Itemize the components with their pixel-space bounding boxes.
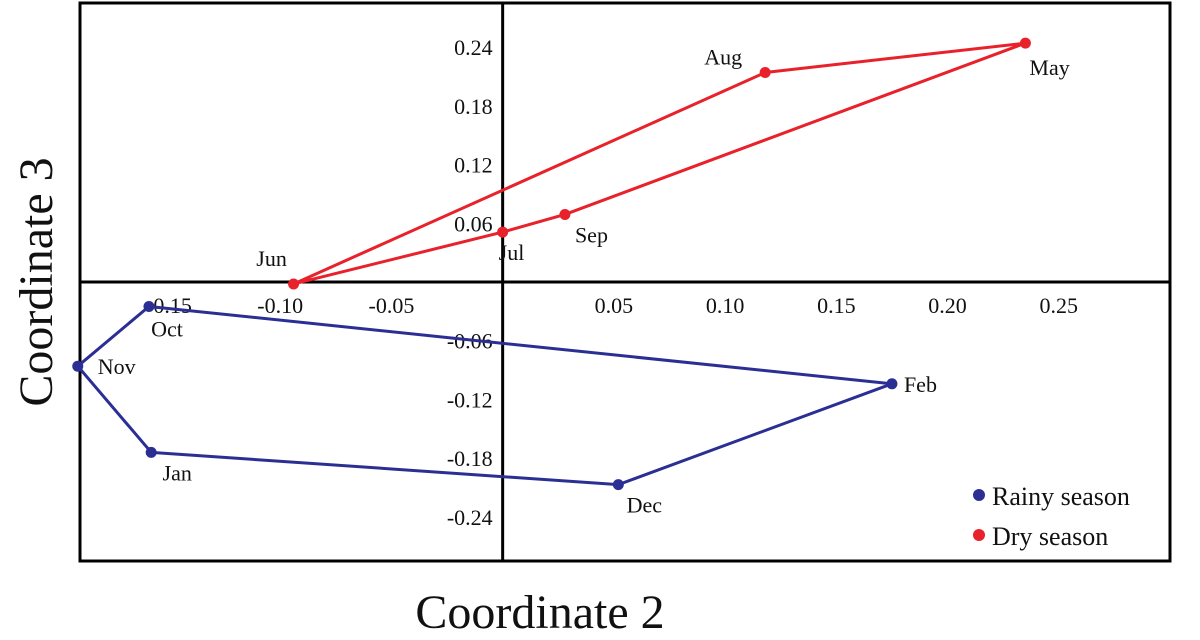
y-tick-label: 0.24: [454, 35, 493, 60]
series-layer: Oct Feb Dec Jan Nov Jun Aug May Sep Jul: [72, 37, 1070, 518]
series-dry-season: Jun Aug May Sep Jul: [256, 37, 1070, 290]
y-tick-label: 0.18: [454, 94, 493, 119]
x-tick-label: 0.20: [928, 293, 967, 318]
legend-marker: [973, 529, 985, 541]
legend-label: Rainy season: [992, 482, 1130, 511]
point-label-feb: Feb: [904, 372, 937, 397]
data-point-sep: [559, 208, 571, 220]
legend-label: Dry season: [992, 522, 1108, 551]
data-point-feb: [886, 378, 898, 390]
data-point-nov: [72, 360, 84, 372]
legend: Rainy season Dry season: [973, 482, 1130, 551]
point-label-oct: Oct: [151, 316, 183, 341]
series-line: [76, 304, 894, 487]
x-axis-title: Coordinate 2: [415, 586, 664, 639]
x-tick-label: 0.10: [706, 293, 745, 318]
y-tick-label: 0.12: [454, 153, 493, 178]
data-point-oct: [143, 300, 155, 312]
series-rainy-season: Oct Feb Dec Jan Nov: [72, 300, 937, 518]
data-point-aug: [759, 67, 771, 79]
series-line: [292, 41, 1027, 286]
data-point-jun: [288, 278, 300, 290]
x-tick-label: 0.25: [1040, 293, 1079, 318]
point-label-dec: Dec: [627, 493, 663, 518]
data-point-jan: [145, 446, 157, 458]
x-tick-labels: -0.15 -0.10 -0.05 0.05 0.10 0.15 0.20 0.25: [146, 293, 1078, 318]
y-tick-label: -0.24: [447, 505, 493, 530]
data-point-dec: [612, 479, 624, 491]
axes: [80, 3, 1170, 561]
point-label-aug: Aug: [704, 45, 742, 70]
y-tick-labels: 0.240.180.120.06-0.06-0.12-0.18-0.24: [447, 35, 493, 530]
data-point-may: [1019, 37, 1031, 49]
point-label-jan: Jan: [163, 460, 192, 485]
x-tick-label: -0.05: [369, 293, 415, 318]
x-tick-label: -0.10: [257, 293, 303, 318]
y-axis-title: Coordinate 3: [10, 157, 63, 406]
legend-marker: [973, 489, 985, 501]
point-label-may: May: [1029, 55, 1069, 80]
point-label-jul: Jul: [499, 240, 525, 265]
y-tick-label: -0.12: [447, 387, 493, 412]
data-point-jul: [497, 226, 509, 238]
x-tick-label: 0.05: [595, 293, 634, 318]
y-tick-label: -0.18: [447, 446, 493, 471]
point-label-nov: Nov: [98, 354, 136, 379]
point-label-sep: Sep: [575, 222, 608, 247]
x-tick-label: 0.15: [817, 293, 856, 318]
point-label-jun: Jun: [256, 246, 287, 271]
y-tick-label: 0.06: [454, 211, 493, 236]
